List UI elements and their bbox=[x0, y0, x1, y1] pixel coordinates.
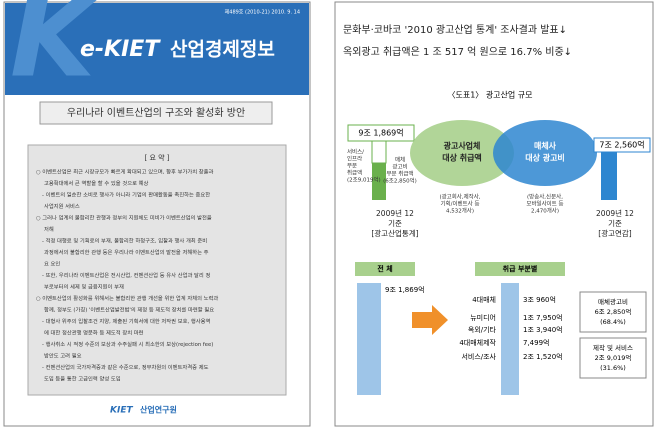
ellipse-blue: 매체사 bbox=[534, 141, 557, 151]
total-box bbox=[593, 137, 651, 153]
boxes: 매체광고비 6조 2,850억 (68.4%) 제작 및 서비스 2조 9,019억 (3… bbox=[593, 297, 633, 372]
service-box: (31.6%) bbox=[600, 364, 626, 372]
basis-left: [광고산업통계] bbox=[371, 228, 418, 238]
summary-line: ○ 그러나 업계의 불합리한 관행과 정부의 지원체도 미비가 이벤트산업의 발… bbox=[36, 214, 212, 222]
row-value: 2조 1,520억 bbox=[523, 353, 563, 361]
row-value: 7,499억 bbox=[523, 339, 549, 347]
media-box: 매체광고비 bbox=[598, 297, 628, 306]
bar-segment bbox=[372, 163, 386, 200]
whole-bar bbox=[357, 283, 381, 395]
media-box: (68.4%) bbox=[600, 318, 626, 326]
ellipse-green: 대상 취급액 bbox=[442, 153, 482, 163]
blue-note: 모바일사이트 등 bbox=[526, 200, 563, 208]
summary: ○ 이벤트산업은 최근 시장규모가 빠르게 확대되고 있으며, 향후 부가가치 … bbox=[36, 168, 218, 383]
media-box bbox=[579, 291, 647, 333]
headline: 옥외광고 취급액은 1 조 517 억 원으로 16.7% 비중↓ bbox=[343, 46, 572, 58]
ellipse-green bbox=[410, 120, 514, 186]
row-value: 1조 7,950억 bbox=[523, 314, 563, 322]
service-box: 2조 9,019억 bbox=[595, 354, 632, 362]
row-value: 3조 960억 bbox=[523, 296, 556, 304]
heading-band bbox=[355, 262, 415, 276]
media-label: 매체 bbox=[395, 156, 405, 164]
summary-line: - 적정 대행료 및 기획료의 부재, 불합리한 하청구조, 입찰과 행사 개최… bbox=[42, 237, 207, 245]
summary-box bbox=[27, 144, 287, 396]
row-label: 서비스/조사 bbox=[461, 352, 496, 361]
whole-value: 9조 1,869억 bbox=[385, 286, 425, 294]
header-band bbox=[5, 3, 309, 95]
footer-brand: KIET bbox=[110, 406, 133, 416]
summary-line: 방안도 고려 필요 bbox=[44, 352, 82, 360]
basis-right: 2009년 12 bbox=[596, 208, 634, 218]
blue-note: (방송사,신문사, bbox=[527, 193, 563, 201]
media-label: (6조2,850억) bbox=[383, 177, 417, 185]
media-label: 광고비 bbox=[392, 163, 407, 171]
service-box bbox=[579, 337, 647, 379]
service-label: 서비스/ bbox=[347, 148, 364, 156]
row-value: 1조 3,940억 bbox=[523, 326, 563, 334]
green-note: 기획/이벤트사 등 bbox=[440, 200, 479, 208]
blue-note: 2,470개사) bbox=[531, 207, 559, 215]
heading-band bbox=[475, 262, 565, 276]
ellipse-green: 광고사업체 bbox=[444, 141, 481, 151]
row-label: 4대매체제작 bbox=[459, 338, 496, 347]
summary-line: 저해 bbox=[44, 225, 54, 233]
figure-title: 〈도표1〉 광고산업 규모 bbox=[447, 90, 532, 100]
service-label: 인프라 bbox=[347, 155, 362, 163]
part-heading: 취급 부분별 bbox=[503, 264, 538, 273]
summary-line: - 행사취소 시 적정 수준의 보상과 수주실패 시 최소한의 보상(rejec… bbox=[42, 340, 213, 348]
arrow bbox=[412, 305, 448, 335]
summary-line: - 또한, 우리나라 이벤트산업은 전시산업, 컨벤션산업 등 유사 산업과 달… bbox=[42, 271, 210, 279]
row-label: 4대매체 bbox=[472, 296, 496, 304]
service-label: 취급액 bbox=[347, 169, 362, 177]
summary-line: 고용확대에서 큰 역할을 할 수 있을 것으로 예상 bbox=[44, 179, 149, 187]
media-box: 6조 2,850억 bbox=[595, 308, 632, 316]
basis-left: 2009년 12 bbox=[376, 208, 414, 218]
title: 산업경제정보 bbox=[170, 39, 275, 61]
summary-line: - 컨벤션산업의 국가자격증과 같은 수준으로, 정부차원의 이벤트자격증 제도 bbox=[42, 363, 209, 371]
brand: e-KIET bbox=[80, 37, 161, 62]
media-label: 부분 취급액 bbox=[386, 170, 413, 178]
green-note: (광고회사,제작사, bbox=[439, 193, 480, 201]
summary-line: 도입 등을 통한 고급인력 양성 도입 bbox=[44, 375, 121, 383]
service-box: 제작 및 서비스 bbox=[593, 343, 633, 352]
report-title-box bbox=[39, 101, 273, 125]
summary-heading: [ 요 약 ] bbox=[144, 153, 169, 162]
summary-line: - 대형사 위주의 입찰조건 지양, 제출된 기획서에 대한 저작권 보호, 행… bbox=[42, 317, 210, 325]
row-label: 옥외/기타 bbox=[468, 325, 497, 334]
green-note: 4,532개사) bbox=[446, 207, 474, 215]
summary-line: 사업지원 서비스 bbox=[44, 202, 80, 210]
summary-line: 요 요인 bbox=[44, 261, 60, 268]
summary-line: 과정에서의 불합리한 관행 등은 우리나라 이벤트산업의 발전을 저해하는 주 bbox=[44, 248, 209, 256]
issue: 제489호 (2010-21) 2010. 9. 14 bbox=[225, 9, 300, 16]
bar bbox=[601, 152, 617, 200]
summary-line: 부로부터의 세제 및 금융지원이 부재 bbox=[44, 283, 124, 291]
total-left: 9조 1,869억 bbox=[358, 128, 403, 138]
summary-line: 에 대한 정산관행 명문화 등 제도적 장치 마련 bbox=[44, 329, 144, 337]
summary-line: 함께, 정부도 (가칭) '이벤트산업발전법'의 제정 등 제도적 장치를 마련… bbox=[44, 306, 214, 314]
basis-right: 기준 bbox=[608, 219, 622, 228]
summary-line: ○ 이벤트산업은 최근 시장규모가 빠르게 확대되고 있으며, 향후 부가가치 … bbox=[36, 168, 214, 176]
headline: 문화부·코바코 '2010 광고산업 통계' 조사결과 발표↓ bbox=[343, 23, 567, 36]
basis-right: [광고연감] bbox=[598, 228, 632, 238]
service-label: 부분 bbox=[347, 163, 357, 170]
summary-line: ○ 이벤트산업의 활성화를 위해서는 불합리한 관행 개선을 위한 업계 자체의… bbox=[36, 294, 218, 302]
ellipse-blue bbox=[493, 120, 597, 186]
basis-left: 기준 bbox=[388, 219, 402, 228]
service-label: (2조9,019억) bbox=[347, 176, 381, 184]
row-label: 뉴미디어 bbox=[470, 313, 496, 322]
part-bar bbox=[501, 283, 519, 395]
report-title: 우리나라 이벤트산업의 구조와 활성화 방안 bbox=[67, 106, 245, 119]
summary-line: - 이벤트의 일순한 소비로 행사가 아니라 기업의 판매활동을 촉진하는 중요… bbox=[42, 191, 210, 199]
logo-k: K bbox=[10, 0, 103, 101]
ellipse-blue: 대상 광고비 bbox=[525, 153, 565, 163]
whole-heading: 전 체 bbox=[377, 264, 392, 273]
total-right: 7조 2,560억 bbox=[599, 140, 644, 150]
footer-org: 산업연구원 bbox=[140, 405, 177, 415]
bar-segment bbox=[371, 140, 387, 164]
